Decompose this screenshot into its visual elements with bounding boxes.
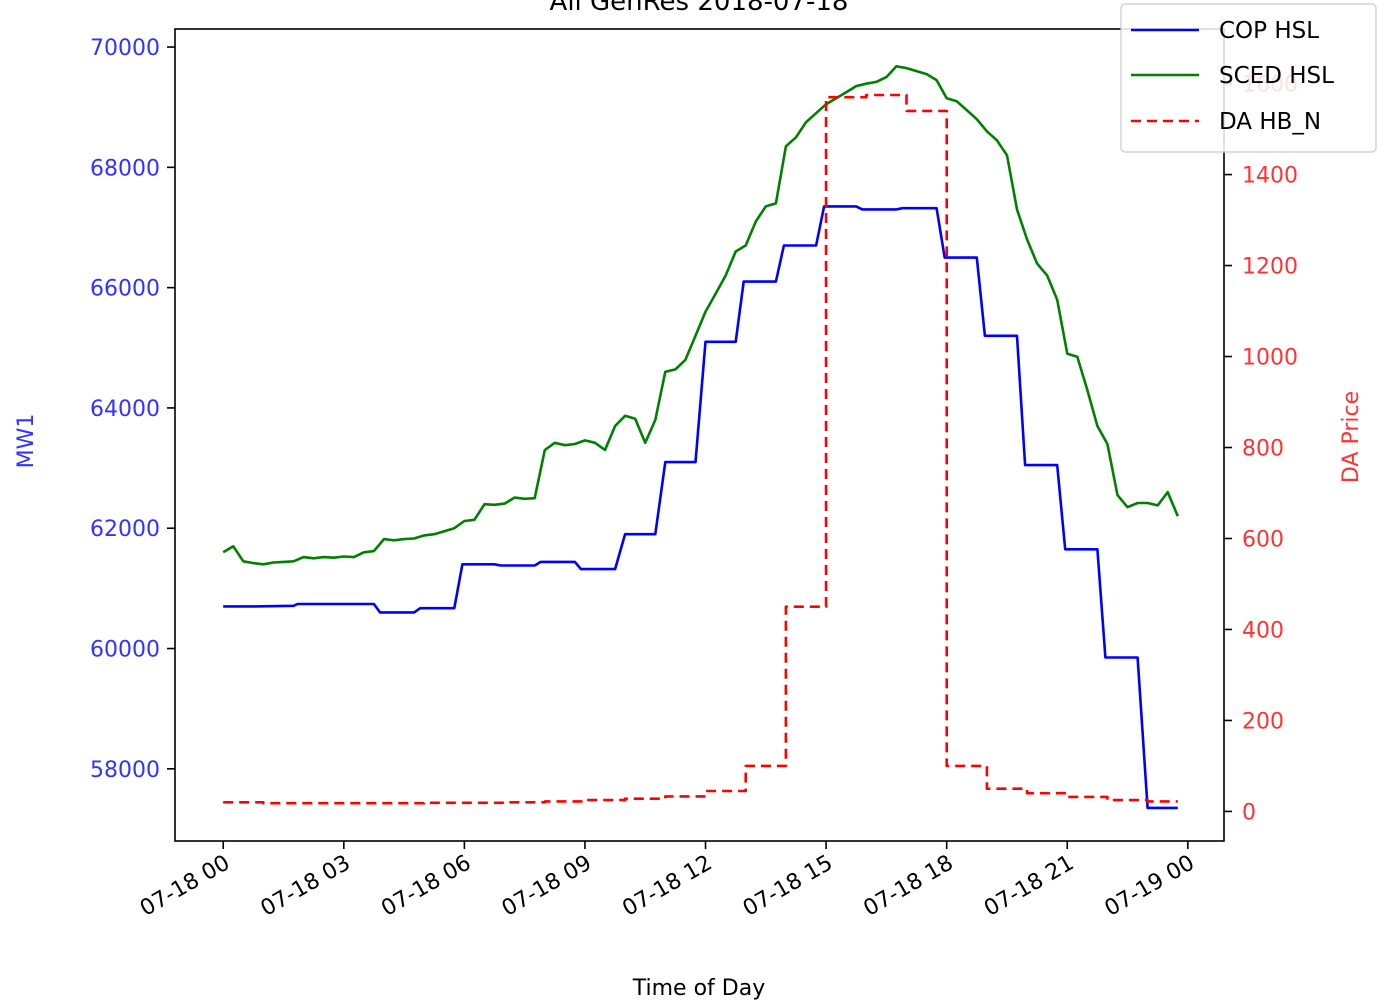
series-line-sced-hsl: [222, 65, 1179, 566]
series-line-da-hb-n: [223, 93, 1178, 805]
legend-box: [1120, 3, 1377, 153]
y-left-tick-label: 66000: [90, 277, 160, 302]
legend-label-sced-hsl: SCED HSL: [1219, 63, 1334, 89]
x-axis-label: Time of Day: [632, 976, 765, 1001]
y-left-tick-label: 68000: [90, 156, 160, 181]
y-left-tick-label: 58000: [90, 758, 160, 783]
y-axis-left-label: MW1: [14, 414, 39, 469]
y-left-tick-label: 70000: [90, 36, 160, 61]
y-axis-left: 58000 60000 62000 64000 66000 68000 70000: [90, 36, 175, 783]
legend-label-da-hb-n: DA HB_N: [1219, 109, 1321, 135]
chart-title: All GenRes 2018-07-18: [550, 0, 849, 17]
y-right-tick-label: 1000: [1242, 346, 1298, 371]
legend-label-cop-hsl: COP HSL: [1219, 18, 1319, 44]
y-left-tick-label: 60000: [90, 638, 160, 663]
y-right-tick-label: 400: [1242, 618, 1284, 643]
plot-frame: [174, 28, 1225, 842]
y-right-tick-label: 1200: [1242, 255, 1298, 280]
y-right-tick-label: 200: [1242, 709, 1284, 734]
y-right-tick-label: 800: [1242, 437, 1284, 462]
y-left-tick-label: 64000: [90, 397, 160, 422]
series-layer: [222, 65, 1179, 810]
y-axis-right-label: DA Price: [1339, 391, 1364, 483]
legend: COP HSL SCED HSL DA HB_N: [1120, 3, 1377, 153]
y-right-tick-label: 0: [1242, 800, 1256, 825]
y-left-tick-label: 62000: [90, 517, 160, 542]
y-right-tick-label: 600: [1242, 527, 1284, 552]
y-right-tick-label: 1400: [1242, 164, 1298, 189]
series-line-cop-hsl: [223, 205, 1178, 810]
